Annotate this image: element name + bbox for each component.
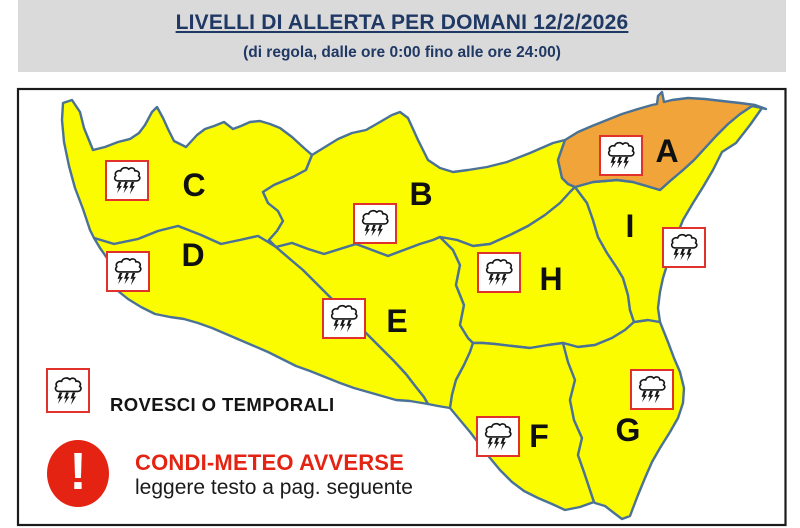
zone-f-region [448,341,596,512]
storm-icon-box-D [106,251,150,292]
storm-icon [110,255,146,288]
warning-title: CONDI-METEO AVVERSE [135,450,405,475]
bulletin-subtitle: (di regola, dalle ore 0:00 fino alle ore… [243,44,561,61]
warning-note: leggere testo a pag. seguente [135,476,413,499]
exclamation-mark: ! [69,442,87,501]
zone-label-C: C [182,167,206,203]
storm-icon-box-I [662,227,706,268]
zone-label-H: H [539,261,563,297]
storm-icon [480,420,516,453]
storm-icon [109,164,145,197]
storm-icon [357,207,393,240]
zone-label-B: B [409,176,433,212]
storm-icon [634,373,670,406]
legend-storm-icon-box [46,368,90,413]
zone-label-G: G [615,412,641,448]
storm-icon [603,139,639,172]
storm-icon-box-B [353,203,397,244]
zone-label-F: F [529,418,549,454]
storm-icon-box-C [105,160,149,201]
bulletin-title: LIVELLI DI ALLERTA PER DOMANI 12/2/2026 [175,11,629,34]
warning-icon: ! [47,440,109,507]
bulletin-header: LIVELLI DI ALLERTA PER DOMANI 12/2/2026 … [18,0,786,72]
storm-icon [666,231,702,264]
storm-icon [326,302,362,335]
storm-icon-box-A [599,135,643,176]
storm-icon [50,374,86,408]
storm-icon-box-G [630,369,674,410]
zone-label-E: E [386,303,408,339]
zone-label-A: A [655,133,679,169]
storm-icon-box-E [322,298,366,339]
storm-icon-box-H [477,252,521,293]
zone-d-region [92,224,430,406]
legend-storm-label: ROVESCI O TEMPORALI [110,394,335,415]
map-frame [16,87,787,527]
zone-label-I: I [625,208,635,244]
storm-icon-box-F [476,416,520,457]
storm-icon [481,256,517,289]
zone-label-D: D [181,237,205,273]
